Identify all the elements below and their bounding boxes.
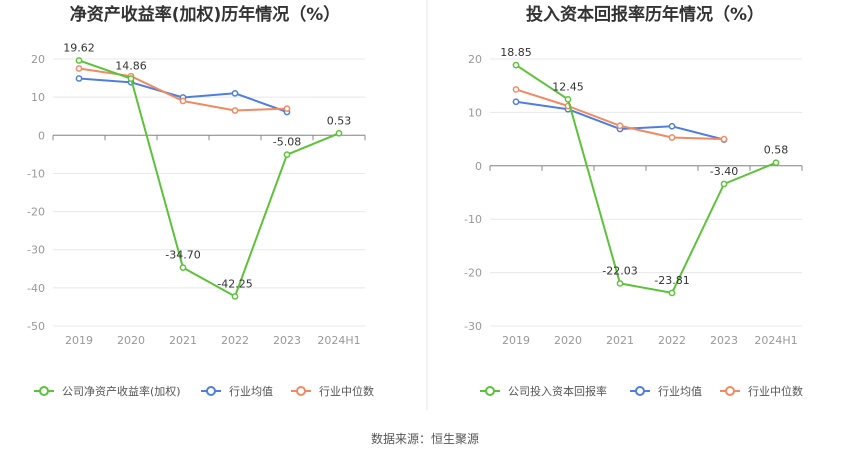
series-line-2: [515, 100, 725, 141]
x-tick-label: 2020: [117, 334, 145, 347]
chart-panel-1: 净资产收益率(加权)历年情况（%） 20 10 0 -10 -20 -30 -40 -50 201…: [27, 4, 374, 398]
legend-label: 行业中位数: [748, 384, 803, 398]
data-point-3: [720, 135, 728, 143]
y-tick-label: 0: [38, 129, 45, 142]
y-tick-label: -50: [27, 320, 45, 333]
data-point-1: [75, 57, 83, 64]
legend-label: 行业中位数: [319, 384, 374, 398]
series-line-1: [78, 59, 340, 298]
y-tick-label: -20: [27, 206, 45, 219]
legend-marker: [39, 386, 49, 396]
data-point-2: [512, 98, 520, 106]
data-point-2: [668, 122, 676, 130]
data-label: -34.70: [165, 249, 200, 262]
chart-title: 净资产收益率(加权)历年情况（%）: [70, 4, 341, 25]
legend-item-1: 公司净资产收益率(加权): [34, 384, 181, 398]
data-point-3: [231, 107, 239, 114]
legend-item-3: 行业中位数: [720, 384, 803, 398]
legend-label: 行业均值: [229, 385, 273, 398]
data-label: -3.40: [710, 165, 738, 178]
series-line-1: [515, 64, 777, 294]
data-label: 0.53: [327, 114, 352, 127]
y-tick-label: 0: [475, 160, 482, 173]
data-point-3: [668, 134, 676, 141]
data-point-3: [512, 86, 520, 93]
data-point-2: [75, 75, 83, 82]
x-tick-label: 2021: [169, 334, 197, 347]
y-tick-label: -40: [27, 282, 45, 295]
legend-item-2: 行业均值: [201, 385, 273, 398]
data-label: 0.58: [764, 144, 789, 157]
data-point-1: [231, 293, 239, 300]
data-label: 14.86: [115, 60, 147, 73]
data-point-1: [616, 280, 624, 287]
legend-marker: [635, 386, 645, 396]
x-tick-label: 2019: [65, 334, 93, 347]
legend-marker: [485, 386, 495, 396]
data-point-1: [335, 129, 343, 137]
data-point-3: [283, 105, 291, 112]
data-point-3: [616, 122, 624, 130]
y-tick-label: -10: [27, 167, 45, 180]
legend-marker: [725, 386, 735, 396]
data-point-1: [179, 264, 187, 271]
data-label: -23.81: [654, 274, 689, 287]
legend-label: 公司净资产收益率(加权): [62, 384, 181, 398]
legend-item-2: 行业均值: [630, 385, 702, 398]
x-tick-label: 2024H1: [317, 334, 360, 347]
data-label: 18.85: [500, 46, 532, 59]
data-point-1: [127, 75, 135, 82]
data-label: 12.45: [552, 80, 584, 93]
data-point-1: [668, 289, 676, 297]
x-tick-label: 2021: [606, 334, 634, 347]
x-tick-label: 2019: [502, 334, 530, 347]
y-tick-label: -10: [464, 213, 482, 226]
data-label: -42.25: [217, 277, 252, 290]
data-label: -5.08: [273, 136, 301, 149]
y-tick-label: 20: [31, 53, 45, 66]
y-tick-label: 10: [468, 106, 482, 119]
data-point-1: [512, 61, 520, 69]
y-tick-label: 10: [31, 91, 45, 104]
legend-marker: [206, 386, 216, 396]
data-point-2: [231, 89, 239, 97]
legend-item-1: 公司投入资本回报率: [480, 384, 607, 398]
legend-item-3: 行业中位数: [291, 384, 374, 398]
legend-label: 行业均值: [658, 385, 702, 398]
chart-title: 投入资本回报率历年情况（%）: [526, 4, 764, 25]
legend-label: 公司投入资本回报率: [508, 384, 607, 398]
y-tick-label: -20: [464, 267, 482, 280]
y-tick-label: -30: [27, 244, 45, 257]
data-point-3: [179, 97, 187, 105]
y-tick-label: -30: [464, 320, 482, 333]
x-tick-label: 2024H1: [754, 334, 797, 347]
source-note: 数据来源：恒生聚源: [371, 431, 479, 446]
data-point-1: [772, 159, 780, 167]
data-point-1: [564, 95, 572, 103]
x-tick-label: 2023: [273, 334, 301, 347]
chart-panel-2: 投入资本回报率历年情况（%） 20 10 0 -10 -20 -30 2019 2020 2021…: [464, 4, 803, 398]
x-tick-label: 2022: [221, 334, 249, 347]
x-tick-label: 2022: [658, 334, 686, 347]
data-label: -22.03: [602, 264, 637, 277]
data-label: 19.62: [63, 41, 95, 54]
y-tick-label: 20: [468, 53, 482, 66]
data-point-1: [283, 151, 291, 159]
x-tick-label: 2020: [554, 334, 582, 347]
x-tick-label: 2023: [710, 334, 738, 347]
data-point-3: [75, 65, 83, 72]
legend-marker: [296, 386, 306, 396]
data-point-1: [720, 180, 728, 188]
